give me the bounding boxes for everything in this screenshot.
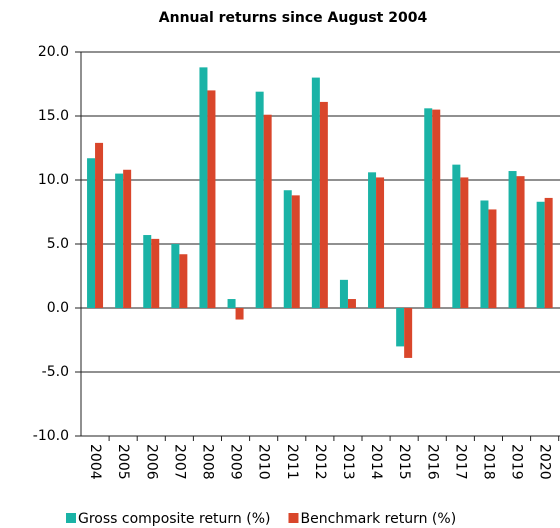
- x-tick-label: 2004: [87, 444, 103, 480]
- bar: [452, 164, 461, 308]
- bar: [151, 238, 160, 308]
- y-tick-label: -10.0: [33, 428, 69, 444]
- bar: [171, 244, 180, 308]
- x-tick-label: 2015: [396, 444, 412, 480]
- bar: [339, 279, 348, 308]
- chart-title: Annual returns since August 2004: [159, 10, 428, 26]
- x-tick-label: 2007: [171, 444, 187, 480]
- bar: [311, 77, 320, 308]
- y-tick-label: 5.0: [47, 236, 69, 252]
- bar: [143, 235, 152, 308]
- x-tick-label: 2014: [368, 444, 384, 480]
- x-tick-label: 2013: [340, 444, 356, 480]
- x-tick-label: 2018: [480, 444, 496, 480]
- x-tick-label: 2006: [143, 444, 159, 480]
- legend-swatch: [288, 513, 299, 523]
- bar: [95, 142, 104, 308]
- bar: [432, 109, 441, 308]
- legend-swatch: [66, 513, 76, 523]
- bar: [283, 190, 292, 308]
- bar: [404, 308, 413, 358]
- bar: [207, 90, 216, 309]
- bar: [536, 201, 545, 308]
- x-tick-label: 2012: [312, 444, 328, 480]
- bar: [263, 114, 272, 308]
- x-tick-label: 2016: [424, 444, 440, 480]
- bar: [368, 172, 377, 308]
- bar: [87, 158, 96, 308]
- x-tick-label: 2008: [199, 444, 215, 480]
- bar: [179, 254, 188, 308]
- bar: [123, 169, 132, 308]
- y-tick-label: -5.0: [42, 364, 69, 380]
- bar: [347, 299, 356, 308]
- bar: [319, 101, 328, 308]
- bar: [488, 209, 497, 308]
- legend-label: Gross composite return (%): [78, 511, 270, 527]
- y-tick-label: 0.0: [47, 300, 69, 316]
- x-tick-label: 2009: [228, 444, 244, 480]
- bar: [396, 308, 405, 347]
- bar: [235, 308, 244, 320]
- bar: [544, 197, 553, 308]
- bar: [460, 177, 469, 308]
- bar: [291, 195, 300, 308]
- y-tick-label: 15.0: [38, 108, 69, 124]
- bar: [227, 299, 236, 308]
- x-tick-label: 2019: [509, 444, 525, 480]
- bar: [424, 108, 433, 308]
- bar: [255, 91, 264, 309]
- bar: [480, 200, 489, 308]
- bar: [516, 176, 525, 308]
- y-tick-label: 10.0: [38, 172, 69, 188]
- y-tick-label: 20.0: [38, 44, 69, 60]
- x-tick-label: 2020: [537, 444, 553, 480]
- x-tick-label: 2011: [284, 444, 300, 480]
- x-tick-label: 2017: [452, 444, 468, 480]
- x-tick-label: 2005: [115, 444, 131, 480]
- legend-label: Benchmark return (%): [300, 511, 456, 527]
- x-tick-label: 2010: [256, 444, 272, 480]
- bar: [508, 171, 517, 308]
- bar: [376, 177, 385, 308]
- bar: [115, 173, 124, 308]
- bar: [199, 67, 208, 308]
